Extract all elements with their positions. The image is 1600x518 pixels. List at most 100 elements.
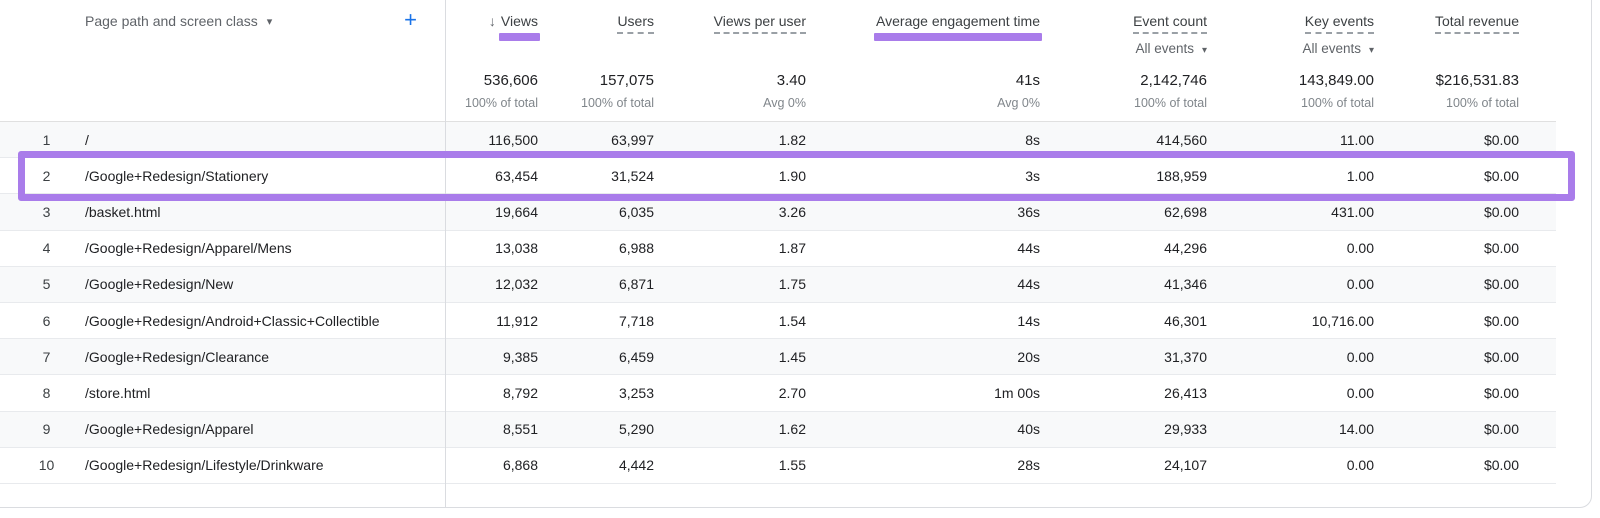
page-path-value: /Google+Redesign/Clearance <box>85 348 270 365</box>
cell-key_events: 0.00 <box>1346 348 1374 365</box>
cell-key_events: 14.00 <box>1338 421 1374 438</box>
row-number: 4 <box>42 240 51 257</box>
dimension-label: Page path and screen class <box>85 13 258 29</box>
event-filter-label: All events <box>1302 41 1361 56</box>
page-path-value: /Google+Redesign/Apparel/Mens <box>85 240 292 257</box>
column-header-avg_engagement_time[interactable]: Average engagement time <box>806 0 1042 56</box>
column-divider <box>445 0 446 508</box>
cell-total_revenue: $0.00 <box>1483 203 1519 220</box>
cell-event_count: 26,413 <box>1164 384 1207 401</box>
cell-key_events: 10,716.00 <box>1311 312 1374 329</box>
row-number: 9 <box>42 421 51 438</box>
totals-spacer <box>0 56 75 121</box>
cell-views: 8,792 <box>502 384 538 401</box>
column-header-label: Views <box>498 13 541 41</box>
column-header-total_revenue[interactable]: Total revenue <box>1374 0 1556 56</box>
total-value: 41s <box>1015 72 1040 89</box>
column-header-label: Total revenue <box>1434 13 1519 34</box>
cell-event_count: 24,107 <box>1164 457 1207 474</box>
total-value: 536,606 <box>483 72 538 89</box>
column-header-users[interactable]: Users <box>538 0 654 56</box>
total-value: 2,142,746 <box>1140 72 1207 89</box>
row-number: 2 <box>42 167 51 184</box>
table-row[interactable]: 10/Google+Redesign/Lifestyle/Drinkware 6,… <box>0 447 1556 484</box>
cell-views_per_user: 1.54 <box>778 312 806 329</box>
cell-avg_engagement_time: 28s <box>1017 457 1040 474</box>
cell-views: 8,551 <box>502 421 538 438</box>
cell-views_per_user: 1.45 <box>778 348 806 365</box>
cell-views_per_user: 1.82 <box>778 131 806 148</box>
column-header-label: Views per user <box>713 13 806 34</box>
cell-views_per_user: 1.87 <box>778 240 806 257</box>
add-dimension-button[interactable]: + <box>404 7 417 32</box>
column-header-views[interactable]: ↓ Views <box>445 0 541 56</box>
dimension-selector-dropdown[interactable]: Page path and screen class ▾ <box>85 13 272 29</box>
cell-users: 6,459 <box>618 348 654 365</box>
page-path-value: /Google+Redesign/Stationery <box>85 167 269 184</box>
cell-avg_engagement_time: 3s <box>1025 167 1040 184</box>
totals-row: 536,606 100% of total 157,075 100% of total… <box>0 56 1556 121</box>
cell-views: 19,664 <box>495 203 538 220</box>
sort-descending-icon: ↓ <box>488 13 496 29</box>
table-row[interactable]: 9/Google+Redesign/Apparel 8,551 5,290 1.62 4… <box>0 411 1556 448</box>
total-value: 143,849.00 <box>1298 72 1374 89</box>
cell-event_count: 188,959 <box>1156 167 1207 184</box>
cell-key_events: 0.00 <box>1346 276 1374 293</box>
total-subtext: 100% of total <box>1301 96 1374 110</box>
cell-users: 7,718 <box>618 312 654 329</box>
column-header-key_events[interactable]: Key events All events ▾ <box>1207 0 1374 56</box>
chevron-down-icon: ▾ <box>266 15 273 28</box>
cell-views_per_user: 3.26 <box>778 203 806 220</box>
cell-total_revenue: $0.00 <box>1483 240 1519 257</box>
column-header-label: Average engagement time <box>874 13 1042 41</box>
row-number: 7 <box>42 348 51 365</box>
chevron-down-icon: ▾ <box>1368 45 1374 56</box>
row-number: 5 <box>42 276 51 293</box>
cell-event_count: 414,560 <box>1156 131 1207 148</box>
table-row[interactable]: 3/basket.html 19,664 6,035 3.26 36s 62,698 431… <box>0 194 1556 231</box>
column-header-label: Users <box>617 13 654 34</box>
cell-key_events: 431.00 <box>1331 203 1374 220</box>
chevron-down-icon: ▾ <box>1201 45 1207 56</box>
total-event_count: 2,142,746 100% of total <box>1040 56 1207 121</box>
total-total_revenue: $216,531.83 100% of total <box>1374 56 1556 121</box>
report-card-border <box>0 0 1592 508</box>
cell-total_revenue: $0.00 <box>1483 312 1519 329</box>
total-subtext: 100% of total <box>581 96 654 110</box>
table-row[interactable]: 1 / 116,500 63,997 1.82 8s 414,560 11.00 $0.00 <box>0 122 1556 159</box>
row-number: 1 <box>42 131 51 148</box>
table-row[interactable]: 2/Google+Redesign/Stationery 63,454 31,524… <box>0 158 1556 195</box>
cell-key_events: 1.00 <box>1346 167 1374 184</box>
column-header-event_count[interactable]: Event count All events ▾ <box>1040 0 1207 56</box>
cell-avg_engagement_time: 44s <box>1017 240 1040 257</box>
ga4-report-table: Page path and screen class ▾ + ↓ Views Use… <box>0 0 1556 484</box>
cell-views_per_user: 1.90 <box>778 167 806 184</box>
table-row[interactable]: 6/Google+Redesign/Android+Classic+Collec… <box>0 302 1556 340</box>
table-body: 1/116,500 63,997 1.82 8s 414,560 11.00 $0.00 2/… <box>0 121 1556 484</box>
table-header-row: Page path and screen class ▾ + ↓ Views Use… <box>0 0 1556 56</box>
cell-key_events: 0.00 <box>1346 384 1374 401</box>
cell-event_count: 44,296 <box>1164 240 1207 257</box>
event-filter-dropdown[interactable]: All events ▾ <box>1207 41 1374 56</box>
table-row[interactable]: 8/store.html 8,792 3,253 2.70 1m 00s 26,413 0.… <box>0 375 1556 412</box>
total-value: 157,075 <box>599 72 654 89</box>
cell-key_events: 0.00 <box>1346 240 1374 257</box>
cell-views_per_user: 1.62 <box>778 421 806 438</box>
cell-users: 31,524 <box>611 167 654 184</box>
page-path-value: /Google+Redesign/New <box>85 276 234 293</box>
cell-views: 12,032 <box>495 276 538 293</box>
cell-total_revenue: $0.00 <box>1483 384 1519 401</box>
table-row[interactable]: 7/Google+Redesign/Clearance 9,385 6,459 1.4… <box>0 339 1556 376</box>
cell-users: 3,253 <box>618 384 654 401</box>
column-header-views_per_user[interactable]: Views per user <box>654 0 806 56</box>
table-row[interactable]: 4/Google+Redesign/Apparel/Mens 13,038 6,98… <box>0 230 1556 267</box>
cell-total_revenue: $0.00 <box>1483 348 1519 365</box>
cell-users: 6,988 <box>618 240 654 257</box>
total-value: $216,531.83 <box>1435 72 1519 89</box>
total-key_events: 143,849.00 100% of total <box>1207 56 1374 121</box>
cell-users: 6,871 <box>618 276 654 293</box>
total-value: 3.40 <box>776 72 806 89</box>
event-filter-dropdown[interactable]: All events ▾ <box>1040 41 1207 56</box>
total-subtext: Avg 0% <box>763 96 806 110</box>
table-row[interactable]: 5/Google+Redesign/New 12,032 6,871 1.75 44s 4… <box>0 266 1556 303</box>
